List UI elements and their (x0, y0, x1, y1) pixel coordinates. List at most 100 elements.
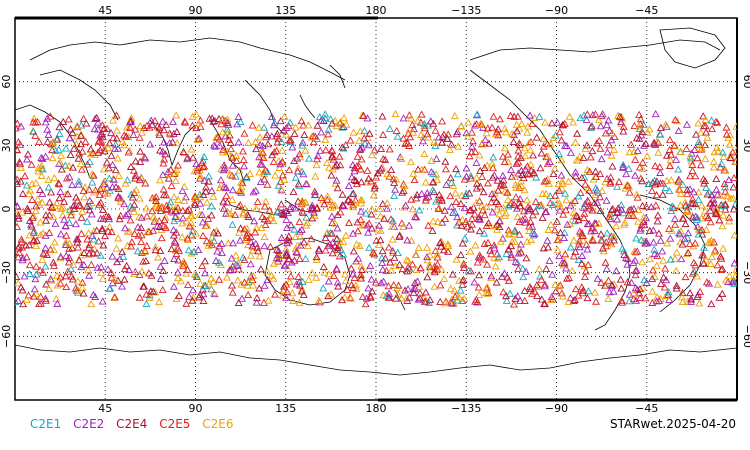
observation-marker (21, 241, 30, 249)
observation-marker (105, 139, 114, 147)
observation-marker (392, 175, 401, 183)
observation-marker (619, 160, 628, 168)
observation-marker (413, 277, 422, 285)
legend-item-c2e4: C2E4 (116, 417, 148, 431)
observation-marker (709, 157, 718, 165)
observation-marker (399, 114, 408, 122)
observation-marker (312, 273, 321, 281)
observation-marker (571, 285, 580, 293)
observation-marker (99, 241, 108, 249)
observation-marker (550, 226, 559, 234)
observation-marker (528, 229, 537, 237)
observation-marker (555, 186, 564, 194)
observation-marker (244, 138, 253, 146)
observation-marker (665, 295, 674, 303)
observation-marker (252, 298, 261, 306)
observation-marker (416, 264, 425, 272)
observation-marker (194, 245, 203, 254)
observation-marker (200, 269, 209, 277)
observation-marker (47, 140, 56, 148)
observation-marker (88, 170, 96, 178)
observation-marker (137, 223, 146, 231)
observation-marker (420, 297, 429, 305)
observation-marker (544, 243, 553, 251)
observation-marker (159, 185, 168, 193)
observation-marker (569, 212, 578, 220)
observation-marker (96, 131, 105, 139)
observation-marker (333, 160, 341, 169)
observation-marker (429, 119, 438, 127)
observation-marker (713, 147, 722, 155)
observation-marker (110, 293, 119, 301)
observation-marker (38, 154, 47, 162)
observation-marker (648, 274, 657, 282)
observation-marker (397, 154, 406, 162)
observation-marker (504, 202, 513, 210)
observation-marker (83, 160, 92, 168)
observation-marker (78, 283, 87, 291)
observation-marker (280, 175, 289, 184)
observation-marker (187, 145, 196, 153)
observation-marker (631, 155, 640, 163)
observation-marker (277, 185, 286, 193)
observation-marker (348, 160, 357, 169)
observation-marker (653, 293, 662, 301)
observation-marker (28, 213, 37, 221)
observation-marker (111, 166, 120, 174)
legend-item-c2e6: C2E6 (202, 417, 234, 431)
observation-marker (347, 280, 356, 289)
observation-marker (297, 225, 306, 233)
observation-marker (112, 134, 121, 142)
observation-marker (421, 288, 430, 296)
observation-marker (91, 292, 100, 300)
observation-marker (511, 180, 520, 188)
observation-marker (319, 284, 328, 292)
observation-marker (249, 188, 258, 196)
observation-marker (669, 203, 678, 212)
observation-marker (661, 120, 670, 128)
observation-marker (462, 189, 471, 197)
observation-marker (294, 197, 303, 205)
observation-marker (704, 238, 713, 246)
observation-marker (77, 121, 86, 129)
observation-marker (402, 256, 411, 264)
observation-marker (233, 276, 242, 284)
observation-marker (66, 125, 75, 133)
observation-marker (320, 268, 329, 276)
observation-marker (369, 191, 378, 199)
observation-marker (61, 221, 70, 229)
observation-marker (24, 291, 33, 299)
observation-marker (634, 205, 643, 213)
observation-marker (427, 168, 436, 176)
observation-marker (368, 150, 377, 159)
observation-marker (204, 177, 213, 185)
observation-marker (130, 207, 139, 215)
observation-marker (500, 269, 509, 277)
observation-marker (494, 200, 503, 208)
observation-marker (143, 228, 152, 236)
observation-marker (471, 147, 480, 156)
observation-marker (543, 140, 552, 148)
observation-marker (68, 163, 77, 171)
observation-marker (282, 248, 291, 256)
observation-marker (77, 213, 86, 221)
observation-marker (120, 264, 129, 273)
observation-marker (273, 138, 282, 146)
observation-marker (569, 208, 578, 216)
observation-marker (352, 281, 360, 289)
observation-marker (517, 181, 526, 190)
observation-marker (549, 134, 558, 142)
observation-marker (677, 255, 686, 263)
observation-marker (423, 130, 432, 138)
observation-marker (239, 210, 248, 218)
observation-marker (260, 175, 269, 183)
observation-marker (623, 181, 632, 189)
observation-marker (298, 141, 307, 149)
observation-marker (541, 280, 549, 288)
observation-marker (478, 172, 487, 180)
observation-marker (619, 127, 628, 135)
observation-marker (301, 254, 310, 262)
observation-marker (322, 158, 331, 167)
bottom-lon-tick-label: 90 (189, 402, 203, 415)
observation-marker (655, 163, 664, 171)
